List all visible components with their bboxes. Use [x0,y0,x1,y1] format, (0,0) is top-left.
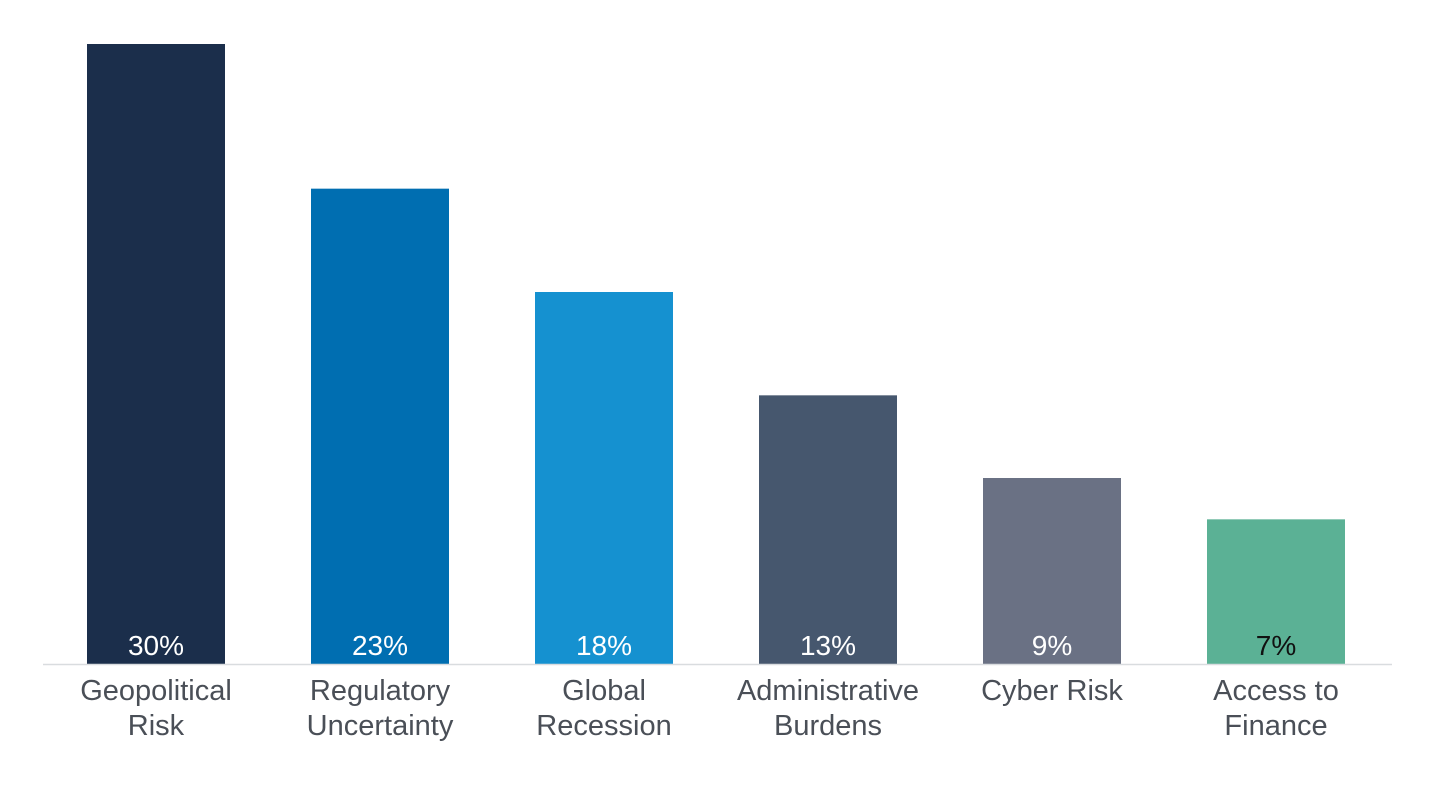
category-label-5-line-0: Access to [1213,675,1339,707]
category-label-0: Geopolitical Risk [80,675,232,742]
bar-1 [311,188,449,664]
category-label-0-line-0: Geopolitical [80,675,232,707]
bar-0 [87,44,225,664]
bar-2 [535,292,673,664]
category-label-4: Cyber Risk [981,675,1123,707]
bar-3 [759,395,897,664]
data-label-1: 23% [352,630,408,661]
category-labels-group: Geopolitical Risk Regulatory Uncertainty Glo… [80,675,1339,742]
category-label-0-line-1: Risk [128,710,185,742]
bar-5 [1207,519,1345,664]
data-label-5: 7% [1256,630,1296,661]
category-label-5-line-1: Finance [1224,710,1327,742]
category-label-1-line-0: Regulatory [310,675,451,707]
category-label-2-line-0: Global [562,675,646,707]
category-label-1: Regulatory Uncertainty [307,675,454,742]
category-label-1-line-1: Uncertainty [307,710,454,742]
data-label-2: 18% [576,630,632,661]
category-label-5: Access to Finance [1213,675,1339,742]
category-label-2: Global Recession [536,675,671,742]
data-labels-group: 30% 23% 18% 13% 9% 7% [128,630,1296,661]
category-label-2-line-1: Recession [536,710,671,742]
category-label-3-line-1: Burdens [774,710,882,742]
data-label-0: 30% [128,630,184,661]
data-label-3: 13% [800,630,856,661]
category-label-3-line-0: Administrative [737,675,919,707]
category-label-3: Administrative Burdens [737,675,919,742]
data-label-4: 9% [1032,630,1072,661]
bar-4 [983,478,1121,664]
bars-group [87,44,1345,664]
category-label-4-line-0: Cyber Risk [981,675,1123,707]
